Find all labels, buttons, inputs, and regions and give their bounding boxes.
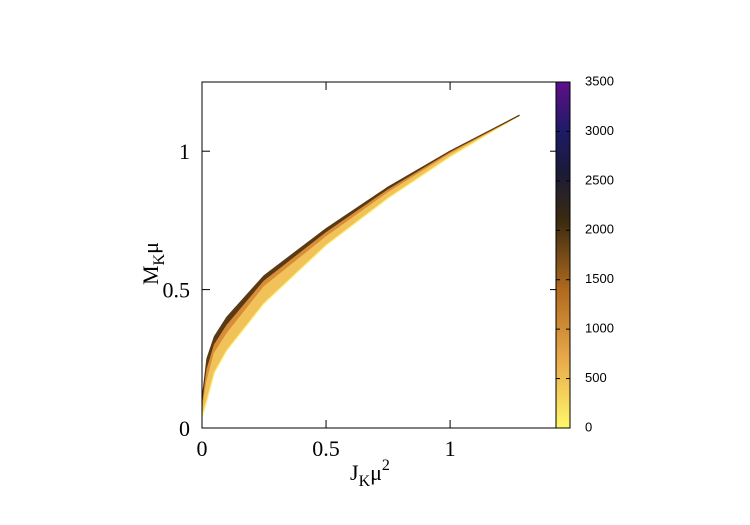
curve: [201, 114, 520, 406]
colorbar-tick-label: 0: [585, 419, 592, 434]
curve: [201, 114, 520, 418]
y-axis-label: MKμ: [138, 242, 168, 285]
x-tick-label: 0: [197, 436, 208, 461]
colorbar-tick-label: 2500: [585, 172, 614, 187]
x-tick-label: 0.5: [312, 436, 340, 461]
y-tick-label: 0.5: [163, 278, 191, 303]
colorbar-tick-label: 500: [585, 370, 607, 385]
colorbar-tick-label: 2000: [585, 222, 614, 237]
colorbar: [555, 81, 571, 429]
band-fill: [202, 115, 520, 412]
x-axis-label: JKμ2: [350, 457, 390, 490]
band-fill: [202, 115, 520, 417]
y-tick-label: 1: [179, 139, 190, 164]
curve: [201, 114, 520, 412]
colorbar-tick-label: 1000: [585, 321, 614, 336]
x-tick-label: 1: [445, 436, 456, 461]
band-fill: [202, 115, 520, 406]
plot-frame: [201, 81, 559, 429]
colorbar-tick-label: 3500: [585, 73, 614, 88]
curve: [201, 114, 520, 401]
y-tick-label: 0: [179, 416, 190, 441]
colorbar-tick-label: 3000: [585, 123, 614, 138]
colorbar-tick-label: 1500: [585, 271, 614, 286]
